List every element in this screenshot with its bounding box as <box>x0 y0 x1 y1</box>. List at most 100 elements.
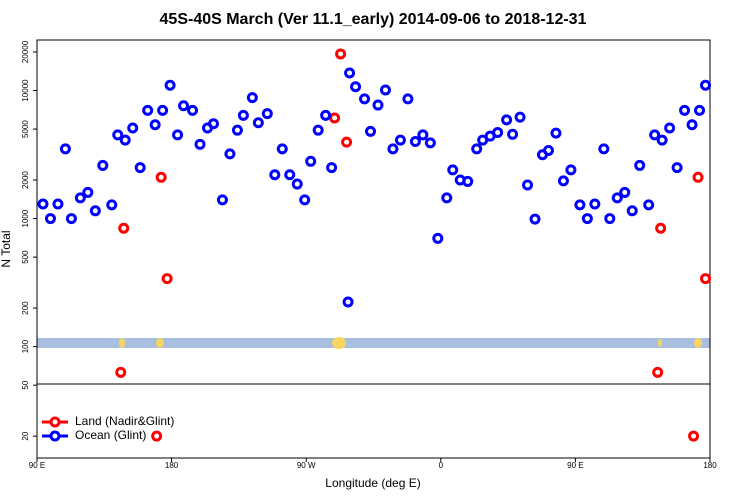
data-point <box>417 129 429 141</box>
data-point <box>409 135 421 147</box>
data-point <box>224 148 236 160</box>
data-point <box>149 119 161 131</box>
data-point <box>329 112 341 124</box>
data-point <box>522 179 534 191</box>
x-tick-label: 180 <box>165 461 179 470</box>
x-axis-label: Longitude (deg E) <box>325 476 420 490</box>
data-point <box>252 117 264 129</box>
data-point <box>216 194 228 206</box>
data-point <box>655 222 667 234</box>
data-point <box>372 99 384 111</box>
data-point <box>359 93 371 105</box>
data-point <box>178 100 190 112</box>
x-tick-label: 0 <box>439 461 444 470</box>
data-point <box>365 125 377 137</box>
data-point <box>649 129 661 141</box>
data-point <box>387 143 399 155</box>
data-point <box>65 213 77 225</box>
data-point <box>589 198 601 210</box>
data-point <box>652 366 664 378</box>
data-point <box>44 213 56 225</box>
y-tick-label: 100 <box>21 339 30 353</box>
legend-label: Ocean (Glint) <box>75 428 146 442</box>
legend-label: Land (Nadir&Glint) <box>75 414 174 428</box>
land-mark <box>332 337 346 349</box>
y-tick-label: 20 <box>21 431 30 440</box>
y-tick-label: 5000 <box>21 120 30 138</box>
data-point <box>155 171 167 183</box>
data-point <box>432 232 444 244</box>
data-point <box>52 198 64 210</box>
data-point <box>37 198 49 210</box>
data-point <box>320 109 332 121</box>
data-point <box>643 199 655 211</box>
y-tick-label: 20000 <box>21 40 30 63</box>
data-point <box>671 162 683 174</box>
data-point <box>626 205 638 217</box>
ocean-band <box>37 338 710 348</box>
data-point <box>284 169 296 181</box>
x-tick-label: 90 W <box>297 461 316 470</box>
data-point <box>276 143 288 155</box>
data-point <box>574 199 586 211</box>
data-point <box>269 169 281 181</box>
legend-marker <box>49 416 61 428</box>
x-tick-label: 180 <box>703 461 717 470</box>
y-axis-label: N Total <box>0 230 13 267</box>
data-point <box>424 137 436 149</box>
data-point <box>700 79 712 91</box>
y-tick-label: 2000 <box>21 171 30 189</box>
data-point <box>557 175 569 187</box>
data-point <box>700 273 712 285</box>
data-point <box>342 296 354 308</box>
data-point <box>447 164 459 176</box>
land-mark <box>119 338 125 348</box>
data-point <box>59 143 71 155</box>
data-point <box>291 178 303 190</box>
y-tick-label: 200 <box>21 301 30 315</box>
data-point <box>237 109 249 121</box>
data-point <box>581 213 593 225</box>
data-point <box>402 93 414 105</box>
data-point <box>161 273 173 285</box>
plot-frame <box>36 39 711 459</box>
data-point <box>501 114 513 126</box>
data-point <box>246 92 258 104</box>
data-point <box>679 104 691 116</box>
data-point <box>312 124 324 136</box>
data-point <box>335 48 347 60</box>
data-point <box>142 104 154 116</box>
land-mark <box>658 339 662 347</box>
data-point <box>550 127 562 139</box>
data-point <box>89 205 101 217</box>
data-point <box>299 194 311 206</box>
data-point <box>462 175 474 187</box>
data-point <box>207 118 219 130</box>
data-point <box>157 104 169 116</box>
data-point <box>305 155 317 167</box>
data-point <box>619 186 631 198</box>
data-point <box>656 134 668 146</box>
data-point <box>394 134 406 146</box>
data-point <box>634 159 646 171</box>
data-point <box>492 127 504 139</box>
data-point <box>688 430 700 442</box>
data-point <box>565 164 577 176</box>
data-point <box>106 199 118 211</box>
chart-title: 45S-40S March (Ver 11.1_early) 2014-09-0… <box>160 11 587 28</box>
data-point <box>127 122 139 134</box>
data-point <box>379 84 391 96</box>
data-point <box>261 108 273 120</box>
data-point <box>118 222 130 234</box>
data-point <box>231 124 243 136</box>
data-point <box>507 128 519 140</box>
data-point <box>529 213 541 225</box>
data-point <box>664 122 676 134</box>
data-point <box>82 186 94 198</box>
data-point <box>542 145 554 157</box>
data-point <box>341 136 353 148</box>
data-point <box>350 81 362 93</box>
y-tick-label: 50 <box>21 380 30 389</box>
data-point <box>164 79 176 91</box>
